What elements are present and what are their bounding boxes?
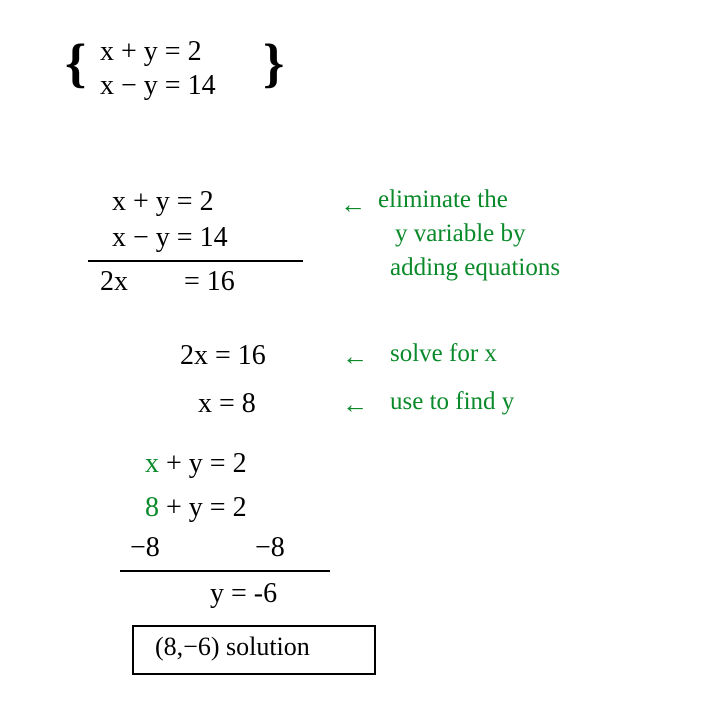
system-eq2: x − y = 14 — [100, 70, 216, 102]
solvey-minus8b: −8 — [255, 532, 285, 564]
solvey-rest1: + y = 2 — [159, 448, 247, 479]
elim-rule — [88, 260, 303, 262]
arrow-findy: ← — [342, 390, 368, 420]
ann-elim-1: eliminate the — [378, 186, 508, 214]
elim-eq1: x + y = 2 — [112, 186, 214, 218]
solvey-template: x + y = 2 — [145, 448, 247, 480]
ann-findy: use to find y — [390, 388, 514, 416]
solve-x-step1: 2x = 16 — [180, 340, 266, 372]
solve-x-step2: x = 8 — [198, 388, 256, 420]
ann-elim-2: y variable by — [395, 220, 526, 248]
elim-sum: 2x = 16 — [100, 266, 235, 298]
solution-text: (8,−6) solution — [155, 632, 310, 662]
solvey-substituted: 8 + y = 2 — [145, 492, 247, 524]
arrow-eliminate: ← — [340, 190, 366, 220]
solvey-rest2: + y = 2 — [159, 492, 247, 523]
system-eq1: x + y = 2 — [100, 36, 202, 68]
brace-right: } — [263, 36, 284, 90]
solvey-8-green: 8 — [145, 492, 159, 523]
brace-left: { — [65, 36, 86, 90]
ann-solvex: solve for x — [390, 340, 497, 368]
elim-eq2: x − y = 14 — [112, 222, 228, 254]
solvey-minus8a: −8 — [130, 532, 160, 564]
solvey-rule — [120, 570, 330, 572]
arrow-solvex: ← — [342, 342, 368, 372]
ann-elim-3: adding equations — [390, 254, 560, 282]
solvey-x-green: x — [145, 448, 159, 479]
solvey-result: y = -6 — [210, 578, 277, 610]
